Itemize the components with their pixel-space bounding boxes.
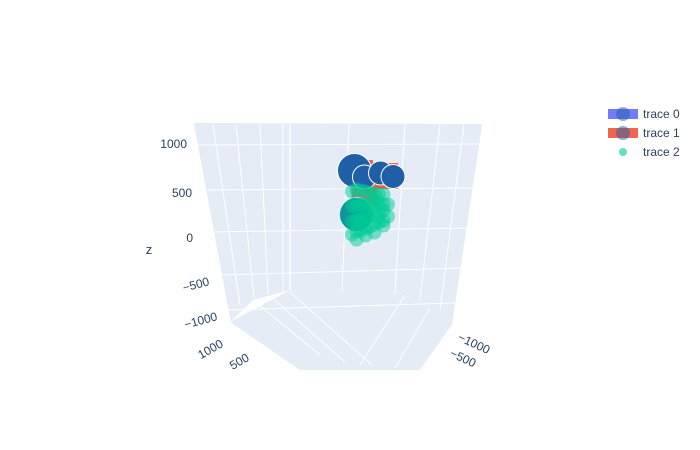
legend[interactable]: trace 0 trace 1 trace 2 (608, 107, 680, 159)
y-tick-labels: −1000 −500 (448, 330, 493, 370)
x-tick-label: 500 (227, 350, 252, 372)
data-point (371, 210, 385, 224)
scene-grid (192, 122, 484, 369)
grid-line (419, 123, 441, 301)
z-tick-label: 0 (186, 231, 193, 245)
grid-line (235, 124, 255, 299)
grid-line (359, 294, 406, 366)
grid-line (452, 123, 484, 324)
grid-line (394, 123, 406, 295)
legend-marker (616, 107, 630, 121)
legend-marker (616, 126, 630, 140)
grid-line (217, 267, 464, 276)
x-tick-label: 1000 (195, 336, 225, 362)
z-axis-title: z (146, 242, 153, 257)
grid-line (269, 295, 346, 363)
grid-line (192, 122, 231, 323)
grid-line (195, 143, 484, 146)
grid-line (259, 123, 269, 295)
z-tick-label: −500 (181, 274, 211, 295)
legend-item-trace-0[interactable]: trace 0 (608, 107, 680, 121)
data-point (381, 209, 395, 224)
grid-line (439, 123, 465, 311)
scatter-markers (337, 153, 406, 247)
legend-item-trace-2[interactable]: trace 2 (619, 145, 680, 159)
grid-line (252, 299, 321, 356)
grid-line (394, 307, 431, 369)
grid-line (209, 227, 471, 233)
scene-walls (193, 123, 483, 370)
back-wall-left (193, 123, 290, 322)
legend-item-trace-1[interactable]: trace 1 (608, 126, 680, 140)
data-point (381, 197, 395, 212)
x-tick-labels: 1000 500 (195, 336, 251, 372)
grid-line (289, 291, 373, 366)
z-tick-label: 500 (172, 186, 192, 200)
data-point (339, 197, 374, 232)
data-point (380, 164, 406, 189)
z-tick-label: −1000 (183, 309, 219, 331)
legend-label: trace 2 (643, 145, 680, 159)
back-wall-top (193, 123, 483, 295)
grid-line (202, 187, 476, 191)
z-tick-label: 1000 (160, 137, 187, 151)
legend-marker (619, 148, 627, 156)
data-point (370, 192, 384, 207)
legend-label: trace 0 (643, 107, 680, 121)
legend-label: trace 1 (643, 126, 680, 140)
